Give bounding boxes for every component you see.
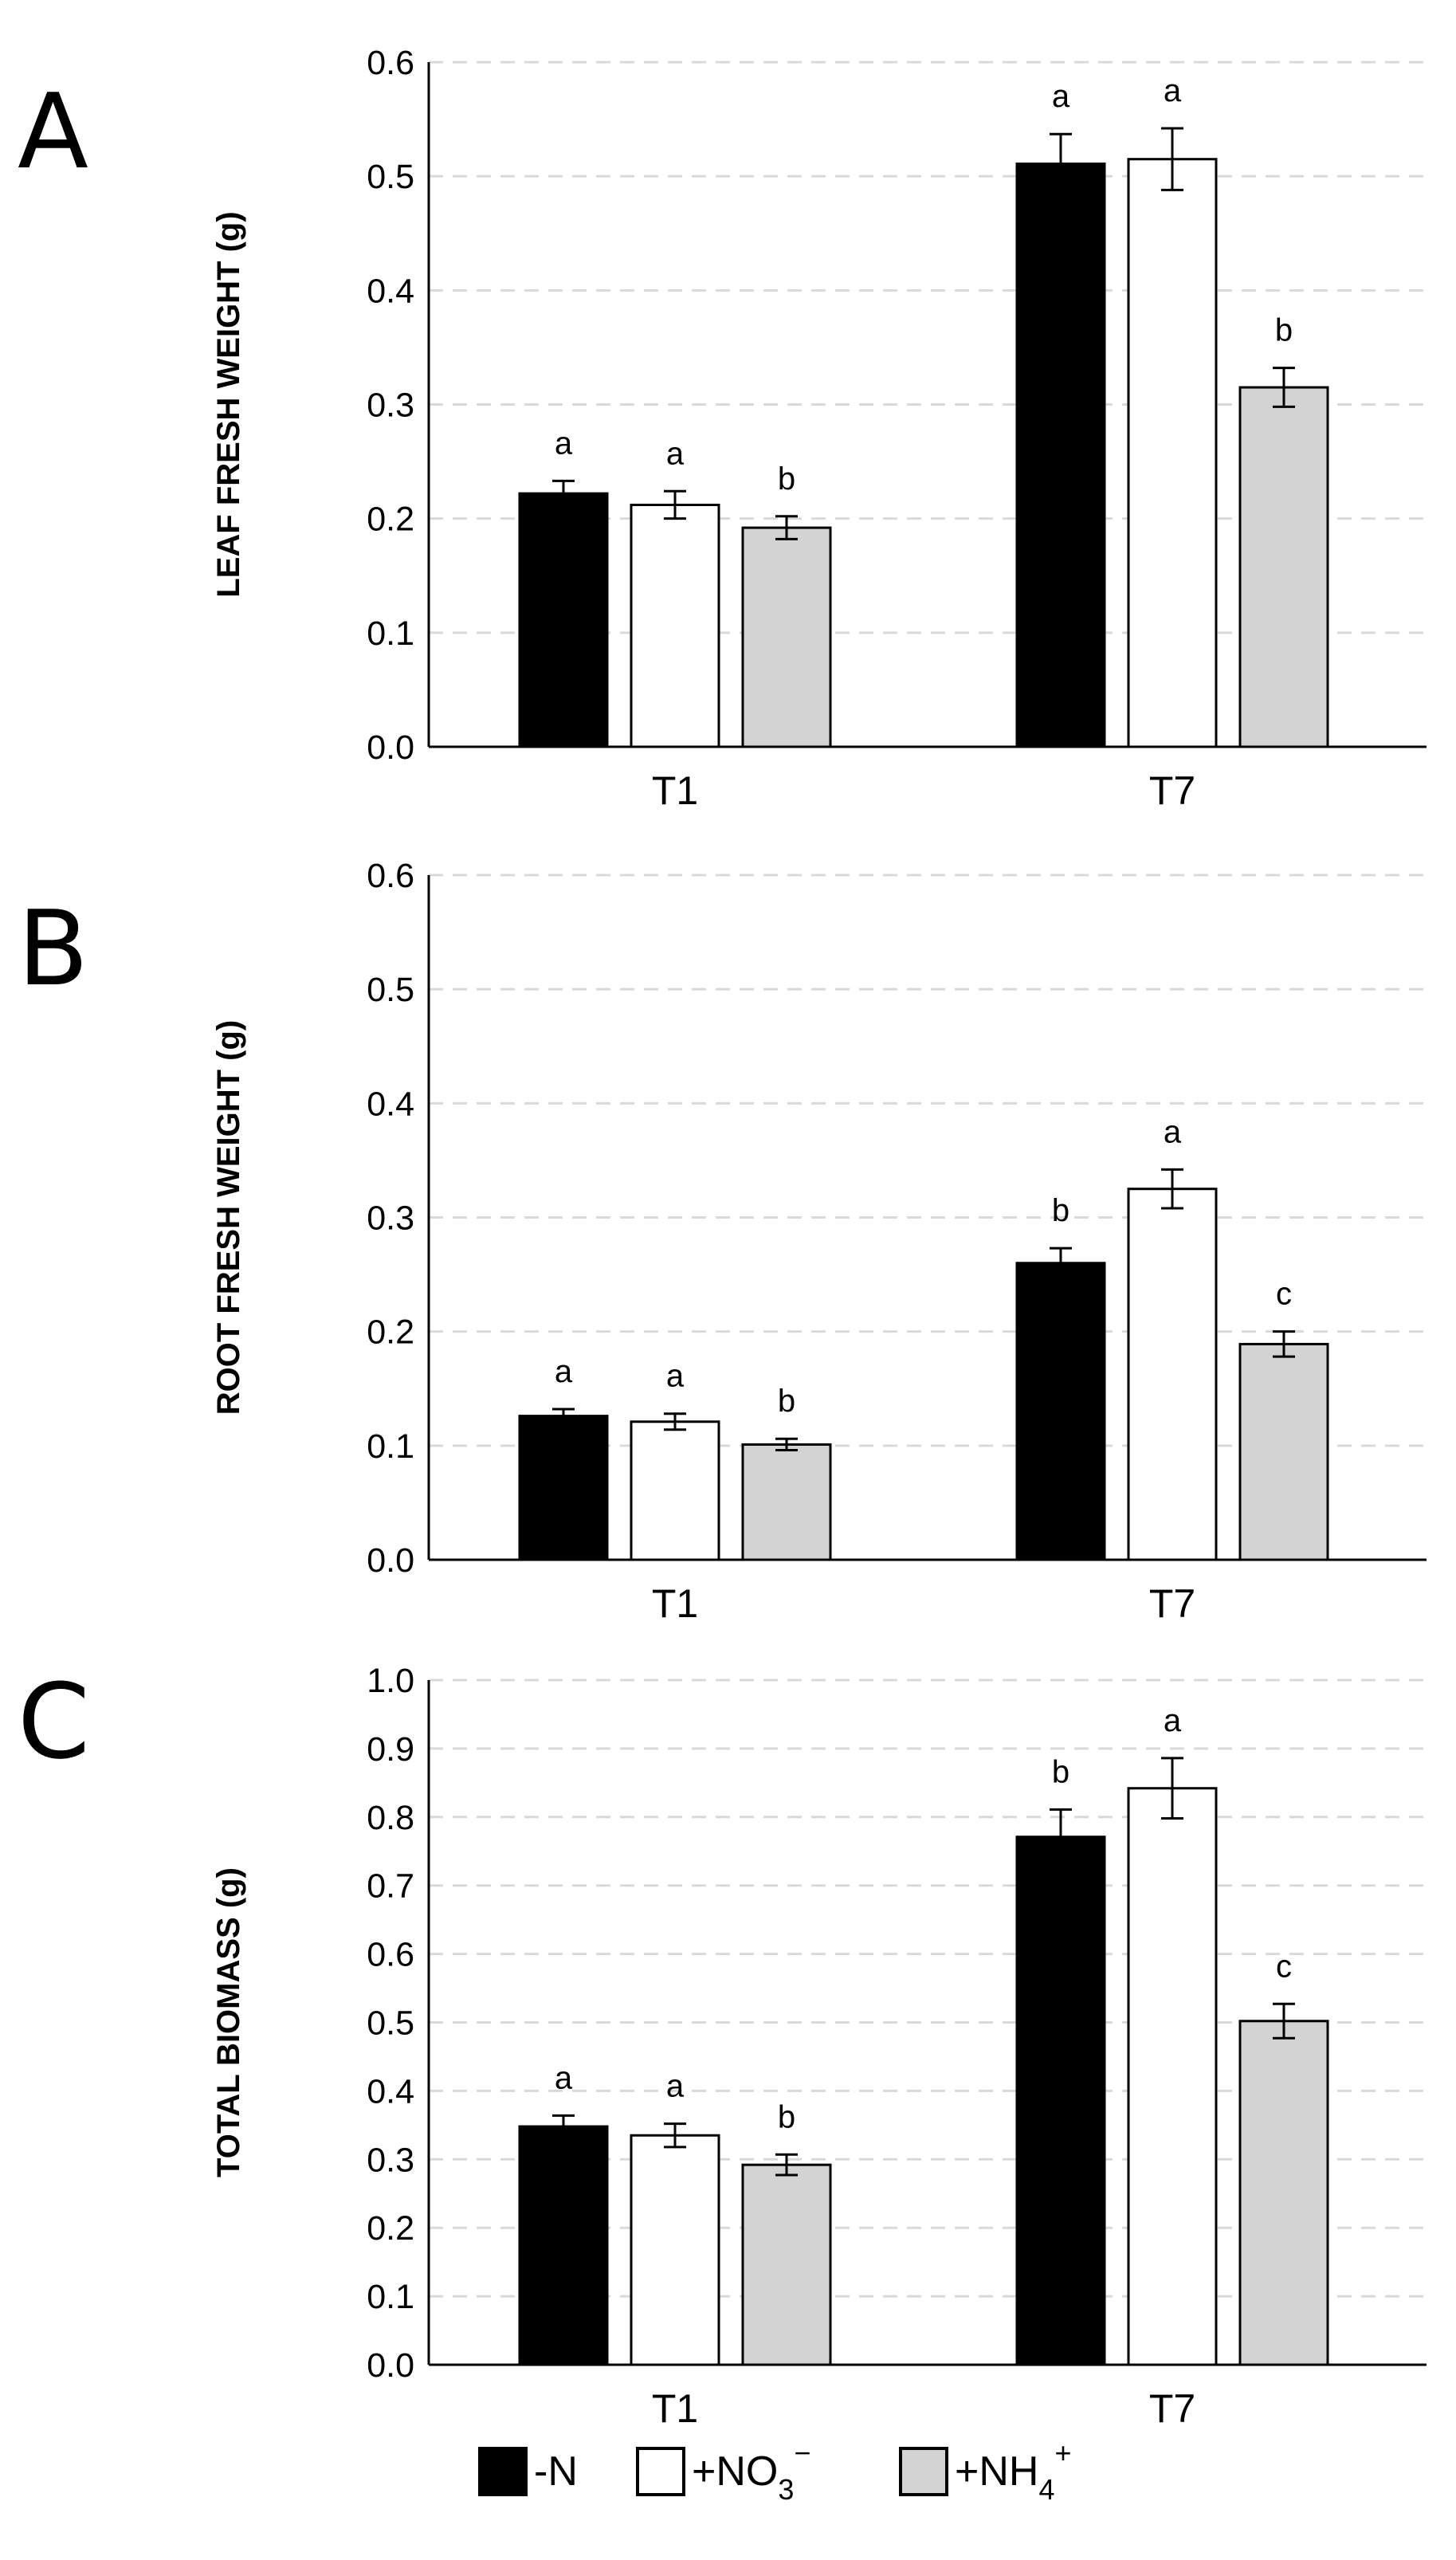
y-tick-label: 0.3 [367, 387, 414, 425]
significance-letter: a [666, 1359, 685, 1394]
significance-letter: b [1052, 1754, 1069, 1789]
legend-label-subscript: 4 [1038, 2473, 1054, 2506]
bar [630, 503, 720, 748]
y-tick-label: 0.7 [367, 1867, 414, 1906]
y-tick-label: 0.4 [367, 272, 414, 310]
significance-letter: a [1164, 73, 1182, 108]
bar [518, 2125, 609, 2366]
y-axis-label: TOTAL BIOMASS (g) [211, 1867, 246, 2177]
bar [1015, 1836, 1106, 2366]
y-tick-label: 0.6 [367, 44, 414, 82]
bar [1015, 162, 1106, 748]
y-tick-label: 0.0 [367, 728, 414, 767]
panel-c: C 0.0 0.1 0.2 0.3 0.4 0.5 0.6 0.7 0.8 0.9 1.0 TOTAL … [18, 1661, 1427, 2431]
bar [1238, 1342, 1329, 1561]
significance-letter: b [778, 2099, 795, 2134]
bar [518, 492, 609, 748]
panel-letter: A [18, 71, 88, 192]
y-tick-label: 0.2 [367, 2209, 414, 2248]
y-tick-label: 0.6 [367, 857, 414, 895]
bar [1238, 2020, 1329, 2366]
y-tick-label: 0.4 [367, 2072, 414, 2110]
legend-label-superscript: − [794, 2436, 810, 2469]
y-tick-label: 0.8 [367, 1799, 414, 1837]
y-tick-label: 0.1 [367, 614, 414, 653]
bar [1238, 386, 1329, 748]
significance-letter: b [778, 1384, 795, 1419]
y-tick-label: 0.5 [367, 158, 414, 196]
y-tick-label: 0.3 [367, 1200, 414, 1238]
significance-letter: c [1276, 1277, 1292, 1312]
y-tick-label: 0.0 [367, 2346, 414, 2385]
y-tick-label: 0.2 [367, 501, 414, 539]
legend-label: -N [534, 2448, 578, 2495]
legend-label-base: +NH [955, 2448, 1038, 2495]
legend-label: +NO3− [692, 2436, 810, 2506]
significance-letter: b [778, 461, 795, 497]
significance-letter: a [555, 1354, 573, 1389]
bar [741, 2163, 832, 2366]
panel-letter: B [18, 888, 88, 1009]
y-tick-label: 0.1 [367, 2278, 414, 2316]
legend-label-base: +NO [692, 2448, 778, 2495]
significance-letter: a [555, 2060, 573, 2095]
panel-letter: C [18, 1661, 90, 1782]
x-category-label: T7 [1149, 768, 1195, 813]
legend-label-subscript: 3 [778, 2473, 794, 2506]
y-tick-label: 0.4 [367, 1085, 414, 1123]
significance-letter: b [1275, 313, 1293, 348]
bar [741, 1443, 832, 1561]
significance-letter: a [666, 436, 685, 471]
legend-swatch [478, 2447, 528, 2496]
y-tick-label: 0.5 [367, 2004, 414, 2043]
bar [1015, 1262, 1106, 1561]
y-tick-label: 0.6 [367, 1936, 414, 1974]
bar [1127, 158, 1218, 748]
significance-letter: a [1052, 79, 1070, 114]
legend-swatch [899, 2447, 948, 2496]
panel-b: B 0.0 0.1 0.2 0.3 0.4 0.5 0.6 ROOT FRESH WEIGHT … [18, 857, 1427, 1626]
y-tick-label: 1.0 [367, 1662, 414, 1700]
significance-letter: c [1276, 1949, 1292, 1984]
y-axis-label: LEAF FRESH WEIGHT (g) [211, 211, 246, 597]
significance-letter: a [555, 426, 573, 461]
bar [741, 526, 832, 748]
y-tick-label: 0.5 [367, 971, 414, 1009]
legend-label-base: -N [534, 2448, 578, 2495]
significance-letter: a [666, 2069, 685, 2104]
y-axis-label: ROOT FRESH WEIGHT (g) [211, 1020, 246, 1415]
y-tick-label: 0.2 [367, 1313, 414, 1352]
bar [630, 2134, 720, 2366]
legend: -N +NO3− +NH4+ [478, 2436, 1072, 2506]
bar [630, 1420, 720, 1561]
y-tick-label: 0.3 [367, 2141, 414, 2179]
bar [518, 1415, 609, 1561]
x-category-label: T1 [652, 768, 698, 813]
significance-letter: a [1164, 1703, 1182, 1738]
significance-letter: a [1164, 1114, 1182, 1149]
bar [1127, 1787, 1218, 2366]
legend-swatch [636, 2447, 685, 2496]
y-tick-label: 0.9 [367, 1730, 414, 1769]
x-category-label: T7 [1149, 2386, 1195, 2431]
legend-label: +NH4+ [955, 2436, 1072, 2506]
legend-label-superscript: + [1055, 2436, 1072, 2469]
x-category-label: T7 [1149, 1581, 1195, 1626]
significance-letter: b [1052, 1193, 1069, 1228]
bar [1127, 1188, 1218, 1561]
panel-a: A 0.0 0.1 0.2 0.3 0.4 0.5 0.6 LEAF FRESH WEIGHT … [18, 44, 1427, 813]
x-category-label: T1 [652, 1581, 698, 1626]
y-tick-label: 0.1 [367, 1427, 414, 1466]
y-tick-label: 0.0 [367, 1541, 414, 1580]
x-category-label: T1 [652, 2386, 698, 2431]
